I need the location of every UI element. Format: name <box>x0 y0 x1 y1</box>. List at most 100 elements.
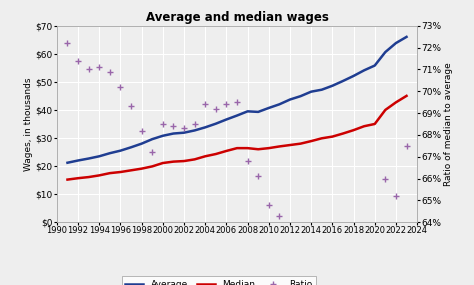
Ratio <box>404 144 410 148</box>
Median <box>308 139 314 143</box>
Ratio <box>361 238 367 241</box>
Median <box>383 108 388 112</box>
Median <box>118 170 123 174</box>
Median <box>393 101 399 104</box>
Average <box>160 134 166 137</box>
Ratio <box>276 214 282 217</box>
Average <box>128 146 134 149</box>
Ratio <box>319 236 325 239</box>
Average <box>287 98 293 101</box>
Ratio <box>234 100 240 104</box>
Ratio <box>266 203 272 207</box>
Median <box>340 132 346 135</box>
Line: Median: Median <box>67 96 407 180</box>
Ratio <box>118 85 123 89</box>
Average <box>245 110 250 113</box>
Ratio <box>96 66 102 69</box>
Ratio <box>372 249 378 253</box>
Ratio <box>245 159 250 163</box>
Median <box>202 154 208 158</box>
Median <box>86 175 91 179</box>
Median <box>361 125 367 128</box>
Y-axis label: Ratio of median to average: Ratio of median to average <box>444 62 453 186</box>
Average <box>351 74 356 78</box>
Ratio <box>287 243 293 246</box>
Ratio <box>181 127 187 130</box>
Average <box>171 132 176 135</box>
Median <box>75 176 81 180</box>
Median <box>96 174 102 177</box>
Ratio <box>351 243 356 246</box>
Average <box>329 84 335 87</box>
Average <box>340 79 346 83</box>
Average <box>149 137 155 141</box>
Average <box>266 106 272 110</box>
Ratio <box>255 175 261 178</box>
Median <box>213 152 219 156</box>
Average <box>308 90 314 93</box>
Median <box>181 159 187 163</box>
Median <box>245 146 250 150</box>
Median <box>234 146 240 150</box>
Average <box>276 103 282 106</box>
Title: Average and median wages: Average and median wages <box>146 11 328 25</box>
Average <box>255 110 261 114</box>
Ratio <box>86 68 91 71</box>
Average <box>224 118 229 121</box>
Median <box>128 169 134 172</box>
Average <box>118 149 123 152</box>
Median <box>171 160 176 163</box>
Median <box>149 165 155 168</box>
Average <box>86 157 91 160</box>
Average <box>139 142 145 145</box>
Ratio <box>64 41 70 45</box>
Ratio <box>298 258 303 261</box>
Average <box>64 161 70 164</box>
Ratio <box>75 59 81 62</box>
Median <box>139 167 145 170</box>
Median <box>255 148 261 151</box>
Average <box>372 64 378 67</box>
Ratio <box>308 262 314 266</box>
Line: Ratio: Ratio <box>64 40 410 267</box>
Median <box>266 146 272 150</box>
Ratio <box>329 247 335 250</box>
Median <box>298 142 303 145</box>
Ratio <box>107 70 113 73</box>
Median <box>287 143 293 147</box>
Median <box>224 149 229 153</box>
Median <box>319 137 325 140</box>
Median <box>64 178 70 181</box>
Average <box>213 122 219 125</box>
Average <box>234 114 240 117</box>
Average <box>361 69 367 72</box>
Average <box>383 50 388 54</box>
Median <box>351 129 356 132</box>
Y-axis label: Wages, in thousands: Wages, in thousands <box>24 77 33 171</box>
Median <box>160 161 166 165</box>
Average <box>319 88 325 91</box>
Average <box>202 126 208 129</box>
Average <box>393 41 399 45</box>
Ratio <box>160 122 166 126</box>
Median <box>372 122 378 126</box>
Ratio <box>224 103 229 106</box>
Line: Average: Average <box>67 37 407 163</box>
Median <box>276 145 282 148</box>
Average <box>404 35 410 38</box>
Average <box>192 129 198 132</box>
Ratio <box>393 194 399 198</box>
Ratio <box>128 105 134 108</box>
Average <box>181 131 187 135</box>
Ratio <box>213 107 219 110</box>
Legend: Average, Median, Ratio: Average, Median, Ratio <box>122 276 316 285</box>
Ratio <box>383 177 388 180</box>
Median <box>329 135 335 138</box>
Ratio <box>171 125 176 128</box>
Ratio <box>139 129 145 132</box>
Median <box>404 94 410 97</box>
Median <box>192 158 198 161</box>
Median <box>107 171 113 175</box>
Average <box>75 159 81 162</box>
Average <box>96 154 102 158</box>
